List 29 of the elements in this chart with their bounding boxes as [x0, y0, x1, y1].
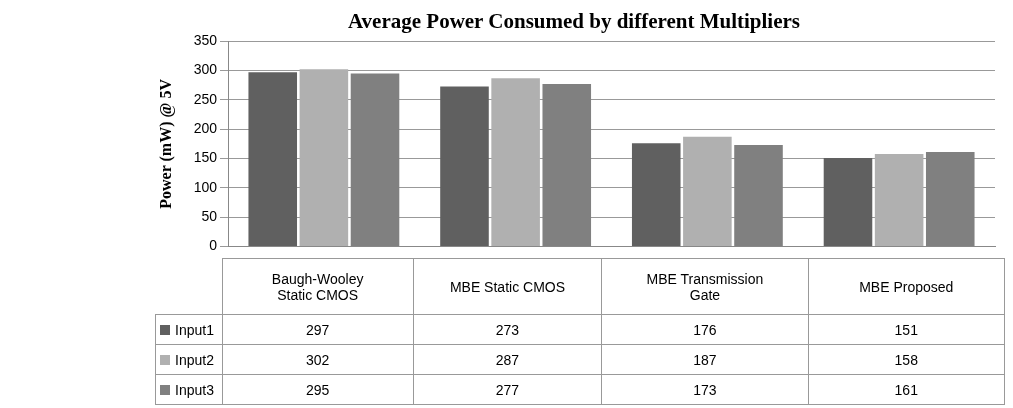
- y-tick-label: 300: [193, 61, 218, 78]
- y-axis-title: Power (mW) @ 5V: [156, 78, 175, 209]
- legend-label: Input1: [155, 314, 223, 345]
- data-label: 151: [808, 314, 1005, 345]
- data-label: 173: [601, 374, 808, 405]
- legend-label: Input3: [155, 374, 223, 405]
- data-label: 297: [222, 314, 414, 345]
- data-label: 158: [808, 344, 1005, 375]
- y-tick-label: 0: [209, 237, 218, 254]
- legend-label: Input2: [155, 344, 223, 375]
- x-tick-label: MBE Transmission Gate: [601, 258, 808, 315]
- y-tick-label: 200: [193, 120, 218, 137]
- data-label: 302: [222, 344, 414, 375]
- x-tick-label: Baugh-Wooley Static CMOS: [222, 258, 414, 315]
- y-tick-label: 100: [193, 178, 218, 195]
- data-label: 273: [413, 314, 602, 345]
- data-label: 277: [413, 374, 602, 405]
- y-tick-label: 350: [193, 32, 218, 49]
- data-label: 287: [413, 344, 602, 375]
- y-tick-label: 150: [193, 149, 218, 166]
- data-label: 161: [808, 374, 1005, 405]
- x-tick-label: MBE Proposed: [808, 258, 1005, 315]
- data-label: 176: [601, 314, 808, 345]
- y-tick-label: 50: [201, 208, 218, 225]
- chart-title: Average Power Consumed by different Multipliers: [347, 9, 801, 34]
- x-tick-label: MBE Static CMOS: [413, 258, 602, 315]
- y-tick-label: 250: [193, 90, 218, 107]
- data-label: 187: [601, 344, 808, 375]
- data-label: 295: [222, 374, 414, 405]
